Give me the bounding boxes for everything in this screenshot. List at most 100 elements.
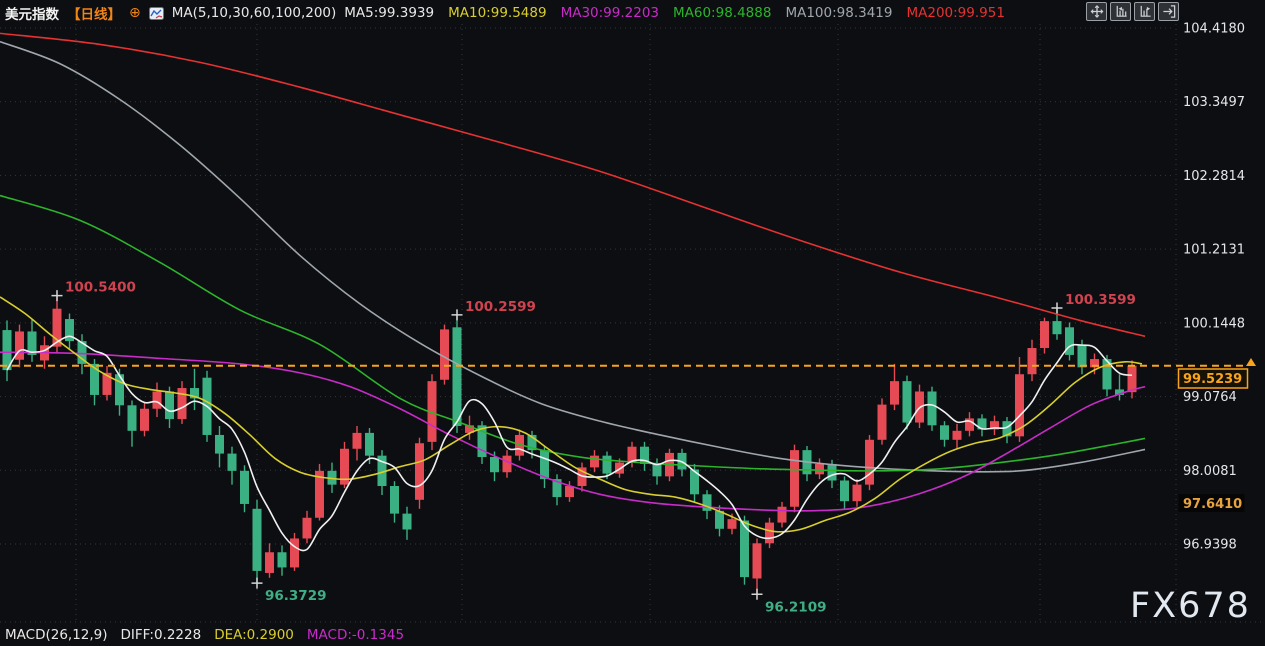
candle-body <box>1102 359 1112 390</box>
candle-body <box>302 517 312 539</box>
axis-label: 102.2814 <box>1183 169 1245 184</box>
extreme-cross-marker <box>451 309 463 321</box>
candle-body <box>627 446 637 463</box>
mini-chart-icon[interactable] <box>148 6 164 20</box>
ma-value-label: MA100:98.3419 <box>785 5 893 21</box>
candle-body <box>652 463 662 477</box>
candle-body <box>102 372 112 395</box>
candle-body <box>327 470 337 485</box>
macd-diff-value: DIFF:0.2228 <box>120 627 202 643</box>
grid-lines <box>0 24 1265 623</box>
ma-value-label: MA10:99.5489 <box>448 5 547 21</box>
period-label[interactable]: 【日线】 <box>67 7 121 23</box>
price-annotation: 100.2599 <box>465 299 536 315</box>
candle-body <box>1115 389 1124 395</box>
candle-body <box>840 480 849 502</box>
candle-body <box>415 443 424 500</box>
price-annotations: 100.5400 100.2599 100.3599 96.3729 96.2109 <box>51 280 1136 615</box>
svg-text:99.5239: 99.5239 <box>1183 372 1242 387</box>
candle-body <box>127 405 137 431</box>
candle-body <box>940 425 949 440</box>
watermark: FX678 <box>1130 586 1251 626</box>
candle-body <box>215 434 224 454</box>
candle-body <box>540 450 549 480</box>
axis-label: 100.1448 <box>1183 316 1245 331</box>
ma-line-MA100 <box>0 40 1146 473</box>
ma-line-MA10 <box>0 296 1143 533</box>
extreme-cross-marker <box>1051 302 1063 314</box>
candle-body <box>990 421 999 430</box>
candle-body <box>902 381 912 423</box>
svg-text:97.6410: 97.6410 <box>1183 497 1242 512</box>
ma-line-MA5 <box>6 335 1133 552</box>
candle-body <box>952 430 962 440</box>
circle-plus-icon[interactable]: ⊕ <box>129 5 141 21</box>
extreme-cross-marker <box>751 588 763 600</box>
ma-values-row: MA5:99.3939 MA10:99.5489 MA30:99.2203 MA60:… <box>344 5 1005 21</box>
chart-scale-left-icon[interactable] <box>1110 2 1131 21</box>
candle-body <box>2 330 12 371</box>
candle-body <box>1015 374 1024 437</box>
candle-body <box>402 513 412 530</box>
candle-body <box>715 510 724 529</box>
candle-body <box>240 470 249 504</box>
candle-body <box>390 486 399 514</box>
candle-body <box>1127 365 1137 393</box>
current-price-box: 99.5239 <box>1177 358 1256 389</box>
candle-body <box>1065 327 1074 355</box>
extreme-cross-marker <box>251 577 263 589</box>
candle-body <box>927 391 937 426</box>
candle-body <box>827 463 837 481</box>
candle-body <box>890 381 899 405</box>
candle-body <box>702 494 712 511</box>
candle-body <box>65 319 74 342</box>
chart-scale-right-icon[interactable] <box>1134 2 1155 21</box>
candle-body <box>1052 321 1062 335</box>
ma-line-MA30 <box>0 351 1146 512</box>
move-crosshair-icon[interactable] <box>1086 2 1107 21</box>
macd-value: MACD:-0.1345 <box>306 627 405 643</box>
price-annotation: 100.5400 <box>65 280 136 296</box>
candle-body <box>615 462 624 474</box>
candles[interactable] <box>2 295 1137 595</box>
candle-body <box>790 450 799 507</box>
candle-body <box>490 457 499 473</box>
candle-body <box>265 552 274 573</box>
axis-label: 104.4180 <box>1183 22 1245 37</box>
exit-right-icon[interactable] <box>1158 2 1179 21</box>
ma-group-label: MA(5,10,30,60,100,200) <box>171 5 337 21</box>
indicator-bar[interactable]: MACD(26,12,9) DIFF:0.2228 DEA:0.2900 MAC… <box>5 627 404 643</box>
candle-body <box>52 308 62 347</box>
candle-body <box>1002 421 1012 437</box>
candle-body <box>515 434 524 456</box>
candle-body <box>452 327 462 426</box>
candle-body <box>602 455 612 474</box>
candle-body <box>290 538 299 568</box>
ma-value-label: MA200:99.951 <box>906 5 1005 21</box>
secondary-level-label: 97.6410 <box>1178 494 1245 512</box>
candle-body <box>427 381 437 442</box>
price-annotation: 100.3599 <box>1065 292 1136 308</box>
candle-body <box>965 418 974 431</box>
candle-body <box>640 446 649 464</box>
candle-body <box>1027 348 1037 375</box>
candle-body <box>877 404 887 440</box>
axis-label: 96.9398 <box>1183 537 1237 552</box>
ma-value-label: MA5:99.3939 <box>344 5 435 21</box>
candle-body <box>852 484 862 502</box>
candle-body <box>190 388 199 399</box>
candle-body <box>340 448 349 485</box>
candle-body <box>90 363 99 395</box>
ma-line-MA200 <box>0 32 1146 338</box>
price-up-arrow-icon <box>1246 358 1256 366</box>
candle-body <box>777 506 787 523</box>
candle-body <box>1077 345 1087 368</box>
axis-label: 101.2131 <box>1183 243 1245 258</box>
candle-body <box>252 508 262 571</box>
candle-body <box>140 408 149 431</box>
candle-body <box>590 455 599 468</box>
candle-body <box>765 522 774 544</box>
macd-params-label[interactable]: MACD(26,12,9) <box>5 627 108 643</box>
axis-label: 103.3497 <box>1183 95 1245 110</box>
